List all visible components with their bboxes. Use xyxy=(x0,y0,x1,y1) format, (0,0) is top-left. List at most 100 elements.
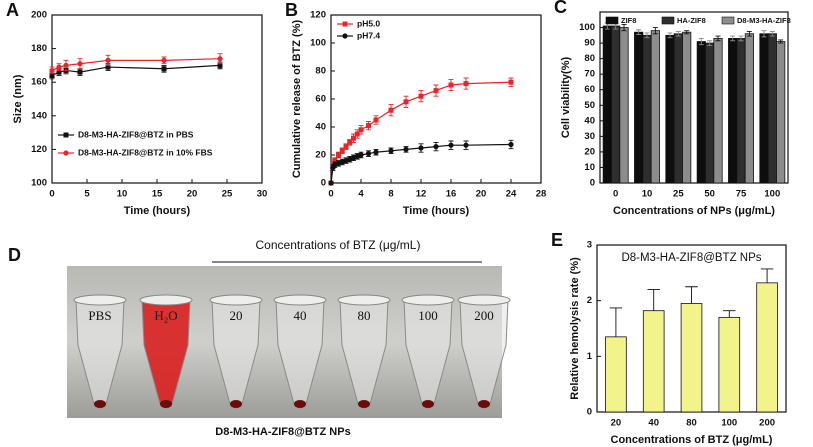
marker xyxy=(347,139,353,145)
y-tick-label: 40 xyxy=(315,122,326,133)
error-bar xyxy=(685,286,698,304)
pellet xyxy=(422,400,434,408)
photo-caption: D8-M3-HA-ZIF8@BTZ NPs xyxy=(215,426,350,438)
marker xyxy=(77,69,83,75)
tube-rim xyxy=(73,294,127,306)
x-tick-label: 28 xyxy=(536,189,547,200)
bar xyxy=(673,33,683,184)
x-tick-label: 4 xyxy=(358,189,364,200)
marker xyxy=(354,131,360,137)
x-tick-label: 25 xyxy=(673,189,684,200)
y-axis-label: Cumulative release of BTZ (%) xyxy=(291,20,303,179)
y-tick-label: 120 xyxy=(310,10,326,21)
y-tick-label: 90 xyxy=(584,38,595,49)
bar xyxy=(713,38,723,184)
marker xyxy=(332,158,338,164)
marker xyxy=(161,66,167,72)
bar xyxy=(605,336,627,413)
bar xyxy=(718,316,741,413)
x-tick-label: 0 xyxy=(49,189,54,200)
x-tick-label: 15 xyxy=(152,189,163,200)
y-tick-label: 1 xyxy=(587,351,593,362)
tube-label: 200 xyxy=(474,308,494,323)
marker xyxy=(351,135,356,141)
x-tick-label: 75 xyxy=(736,189,747,200)
y-tick-label: 2 xyxy=(587,295,592,306)
y-tick-label: 120 xyxy=(31,144,47,155)
bar xyxy=(642,310,665,413)
error-bar xyxy=(738,35,744,42)
marker xyxy=(49,72,55,78)
marker xyxy=(418,145,424,151)
legend-swatch xyxy=(721,16,735,25)
x-axis-label: Time (hours) xyxy=(124,205,191,217)
x-tick-label: 40 xyxy=(648,418,659,429)
y-tick-label: 0 xyxy=(587,407,592,418)
tube-label: 80 xyxy=(358,308,371,323)
marker xyxy=(508,141,514,148)
marker xyxy=(358,152,364,158)
marker xyxy=(373,117,379,123)
bar xyxy=(705,42,715,184)
bar xyxy=(634,31,644,184)
marker xyxy=(63,62,69,68)
marker xyxy=(403,146,409,152)
series-line xyxy=(51,58,221,71)
tube-rim xyxy=(401,294,455,306)
y-tick-label: 140 xyxy=(31,110,47,121)
marker xyxy=(105,57,111,63)
marker xyxy=(339,148,345,154)
tube-label: 40 xyxy=(294,308,307,323)
bar xyxy=(602,25,612,184)
marker xyxy=(336,152,341,158)
legend-marker xyxy=(342,33,348,39)
marker xyxy=(161,57,167,63)
x-tick-label: 24 xyxy=(506,189,517,200)
legend-swatch xyxy=(661,16,675,25)
photo-panel: D Concentrations of BTZ (μg/mL) D8-M3-HA… xyxy=(8,238,511,438)
y-tick-label: 3 xyxy=(587,240,592,251)
x-axis-label: Concentrations of NPs (μg/mL) xyxy=(613,205,775,217)
x-tick-label: 50 xyxy=(704,189,715,200)
legend-swatch xyxy=(605,16,619,25)
x-tick-label: 10 xyxy=(642,189,653,200)
legend-label: D8-M3-HA-ZIF8 xyxy=(737,16,791,25)
marker xyxy=(49,67,55,74)
pellet xyxy=(160,400,172,408)
error-bar xyxy=(769,30,775,37)
x-tick-label: 20 xyxy=(476,189,487,200)
marker xyxy=(56,69,62,75)
error-bar xyxy=(684,30,690,35)
legend-label: pH5.0 xyxy=(357,18,380,28)
x-tick-label: 25 xyxy=(222,189,233,200)
legend-label: ZIF8 xyxy=(621,16,636,25)
error-bar xyxy=(760,268,774,283)
error-bar xyxy=(707,40,713,46)
bar xyxy=(759,33,769,184)
bar xyxy=(650,30,660,184)
y-tick-label: 100 xyxy=(31,178,47,189)
legend-marker xyxy=(63,132,69,138)
marker xyxy=(217,56,223,62)
x-tick-label: 30 xyxy=(257,189,268,200)
bar xyxy=(696,41,706,184)
panel-letter: E xyxy=(551,230,563,250)
y-axis-label: Relative hemolysis rate (%) xyxy=(569,257,581,400)
x-tick-label: 12 xyxy=(416,189,427,200)
y-tick-label: 80 xyxy=(584,53,595,64)
x-tick-label: 200 xyxy=(759,418,775,429)
bar xyxy=(642,34,652,184)
marker xyxy=(105,64,111,70)
bar xyxy=(611,25,621,184)
tube-rim xyxy=(337,294,391,306)
bar xyxy=(744,33,754,184)
panel-letter: D xyxy=(8,245,21,265)
tube-rim xyxy=(209,294,263,306)
y-tick-label: 50 xyxy=(584,100,595,111)
x-tick-label: 16 xyxy=(446,189,457,200)
y-tick-label: 40 xyxy=(584,115,595,126)
pellet xyxy=(358,400,370,408)
pellet xyxy=(230,400,242,408)
y-tick-label: 0 xyxy=(590,178,595,189)
x-tick-label: 0 xyxy=(613,189,618,200)
